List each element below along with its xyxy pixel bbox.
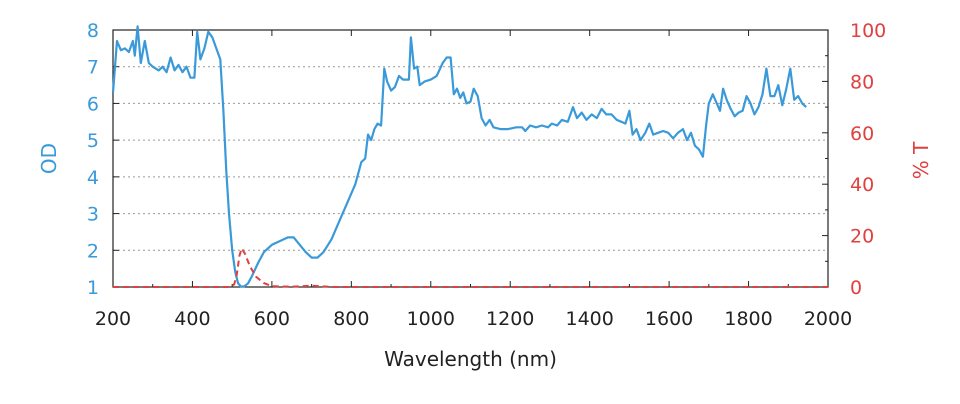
y-left-tick-label: 7 xyxy=(87,57,99,79)
y-right-tick-label: 80 xyxy=(850,71,874,93)
y-axis-right: 100 80 60 40 20 0 xyxy=(822,20,886,299)
x-tick-label: 1000 xyxy=(407,308,455,330)
series-layer xyxy=(111,25,828,288)
od-series-line xyxy=(111,25,807,288)
x-tick-label: 1800 xyxy=(724,308,772,330)
y-right-tick-label: 20 xyxy=(850,226,874,248)
y-right-tick-label: 60 xyxy=(850,123,874,145)
x-tick-label: 1200 xyxy=(486,308,534,330)
x-tick-label: 1600 xyxy=(645,308,693,330)
y-axis-left: 8 7 6 5 4 3 2 1 xyxy=(87,20,119,299)
y-left-tick-label: 5 xyxy=(87,130,99,152)
y-left-tick-label: 1 xyxy=(87,277,99,299)
y-right-axis-title: % T xyxy=(909,141,933,179)
x-tick-label: 200 xyxy=(95,308,131,330)
x-axis-title: Wavelength (nm) xyxy=(384,347,557,371)
x-tick-label: 800 xyxy=(333,308,369,330)
x-tick-label: 600 xyxy=(254,308,290,330)
y-left-tick-label: 4 xyxy=(87,167,99,189)
y-left-axis-title: OD xyxy=(37,143,61,174)
y-right-tick-label: 100 xyxy=(850,20,886,42)
y-left-tick-label: 3 xyxy=(87,204,99,226)
y-right-tick-label: 0 xyxy=(850,277,862,299)
x-tick-label: 2000 xyxy=(804,308,852,330)
y-left-tick-label: 8 xyxy=(87,20,99,42)
y-left-tick-label: 6 xyxy=(87,93,99,115)
x-tick-label: 400 xyxy=(174,308,210,330)
y-right-tick-label: 40 xyxy=(850,174,874,196)
x-axis: 200 400 600 800 1000 1200 1400 1600 1800 2000 xyxy=(95,30,852,330)
transmission-series-line xyxy=(113,247,828,288)
x-tick-label: 1400 xyxy=(565,308,613,330)
y-left-tick-label: 2 xyxy=(87,240,99,262)
